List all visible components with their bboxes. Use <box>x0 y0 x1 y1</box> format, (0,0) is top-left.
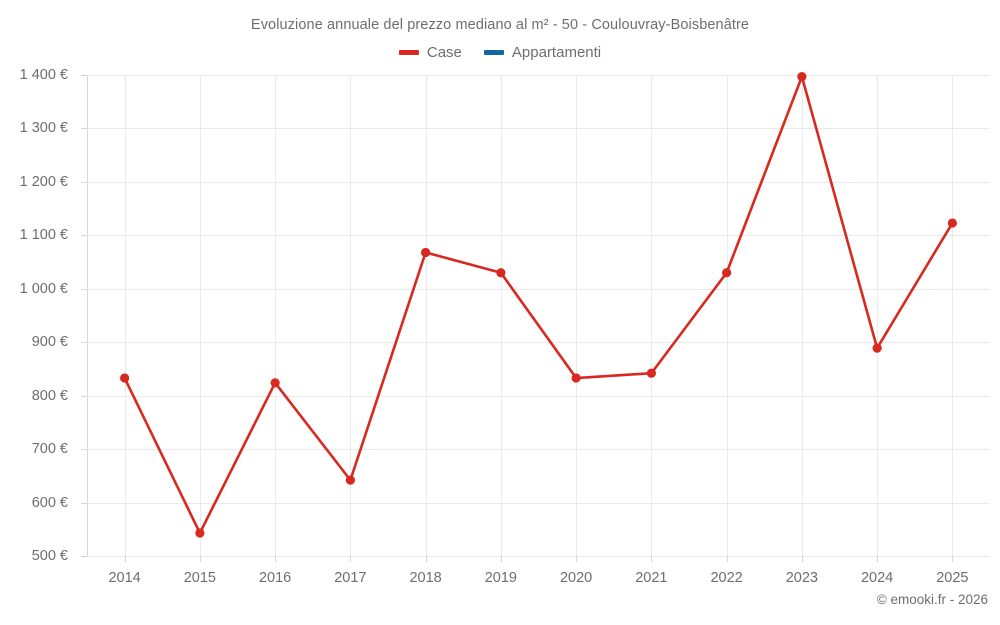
gridline-horizontal <box>87 395 990 397</box>
y-tick-label: 800 € <box>31 387 68 404</box>
data-point[interactable] <box>120 373 130 383</box>
y-tick-mark <box>81 235 87 237</box>
series-line-case <box>123 75 954 535</box>
y-tick-mark <box>81 288 87 290</box>
gridline-horizontal <box>87 342 990 344</box>
data-point[interactable] <box>496 268 506 278</box>
x-tick-mark <box>877 556 879 562</box>
legend-item-appartamenti[interactable]: Appartamenti <box>483 44 602 61</box>
x-tick-mark <box>801 556 803 562</box>
x-tick-label: 2019 <box>484 570 518 586</box>
data-point[interactable] <box>421 247 431 258</box>
legend-swatch-case <box>398 50 419 55</box>
gridline-vertical <box>726 75 728 556</box>
data-point[interactable] <box>797 72 807 82</box>
x-tick-label: 2022 <box>710 570 743 586</box>
x-tick-label: 2015 <box>183 570 217 586</box>
x-tick-mark <box>275 556 277 562</box>
gridline-vertical <box>275 75 277 556</box>
x-tick-mark <box>576 556 578 562</box>
x-tick-mark <box>199 556 201 562</box>
x-tick-label: 2016 <box>258 570 292 586</box>
gridline-vertical <box>425 75 427 556</box>
gridline-horizontal <box>87 502 990 504</box>
gridline-horizontal <box>87 449 990 451</box>
y-tick-label: 900 € <box>31 334 68 351</box>
x-tick-mark <box>952 556 954 562</box>
y-tick-label: 1 000 € <box>19 280 68 297</box>
x-tick-mark <box>651 556 653 562</box>
gridline-horizontal <box>87 181 990 183</box>
y-tick-mark <box>81 75 87 76</box>
gridline-vertical <box>124 75 126 556</box>
legend-item-case[interactable]: Case <box>398 44 462 61</box>
chart-legend: Case Appartamenti <box>0 44 1000 61</box>
x-tick-mark <box>124 556 126 562</box>
data-point[interactable] <box>571 373 581 383</box>
x-tick-label: 2017 <box>334 570 367 586</box>
data-point[interactable] <box>872 343 882 353</box>
gridline-vertical <box>651 75 653 556</box>
gridline-vertical <box>350 75 352 556</box>
y-tick-label: 1 300 € <box>19 120 68 137</box>
y-tick-mark <box>81 395 87 397</box>
gridline-vertical <box>199 75 201 556</box>
legend-label-case: Case <box>426 44 462 61</box>
gridline-vertical <box>801 75 803 556</box>
y-tick-label: 600 € <box>31 494 68 511</box>
x-tick-mark <box>500 556 502 562</box>
y-tick-label: 700 € <box>31 441 68 458</box>
y-tick-label: 500 € <box>31 548 68 564</box>
x-tick-mark <box>425 556 427 562</box>
y-tick-label: 1 200 € <box>19 173 68 190</box>
y-tick-mark <box>81 181 87 183</box>
data-point[interactable] <box>195 528 205 538</box>
gridline-vertical <box>877 75 879 556</box>
copyright-credit: © emooki.fr - 2026 <box>876 592 988 607</box>
gridline-horizontal <box>87 235 990 237</box>
gridline-vertical <box>952 75 954 556</box>
y-tick-mark <box>81 502 87 504</box>
y-tick-label: 1 100 € <box>19 227 68 244</box>
data-point[interactable] <box>646 368 656 378</box>
chart-title: Evoluzione annuale del prezzo mediano al… <box>250 17 750 33</box>
data-point[interactable] <box>345 475 355 485</box>
x-tick-label: 2024 <box>860 570 894 586</box>
gridline-horizontal <box>87 128 990 130</box>
x-tick-label: 2025 <box>936 570 969 586</box>
data-point[interactable] <box>270 378 280 388</box>
y-axis-line <box>87 75 88 556</box>
y-tick-label: 1 400 € <box>19 67 68 83</box>
data-point[interactable] <box>947 218 957 228</box>
gridline-horizontal <box>87 75 990 76</box>
y-tick-mark <box>81 128 87 130</box>
legend-swatch-appartamenti <box>483 50 504 55</box>
gridline-horizontal <box>87 288 990 290</box>
x-tick-mark <box>726 556 728 562</box>
x-tick-mark <box>350 556 352 562</box>
x-tick-label: 2018 <box>409 570 442 586</box>
plot-area: 500 € 600 € 700 € 800 € 900 € 1 000 € 1 100 € 1… <box>20 67 990 586</box>
x-tick-label: 2021 <box>635 570 668 586</box>
y-tick-mark <box>81 449 87 451</box>
gridline-vertical <box>500 75 502 556</box>
y-tick-mark <box>81 556 87 557</box>
legend-label-appartamenti: Appartamenti <box>511 44 602 61</box>
data-point[interactable] <box>722 268 732 278</box>
gridline-vertical <box>576 75 578 556</box>
y-tick-mark <box>81 342 87 344</box>
gridline-horizontal <box>87 556 990 557</box>
x-tick-label: 2023 <box>785 570 819 586</box>
x-tick-label: 2014 <box>108 570 141 586</box>
x-tick-label: 2020 <box>559 570 593 586</box>
series-layer <box>120 72 957 538</box>
